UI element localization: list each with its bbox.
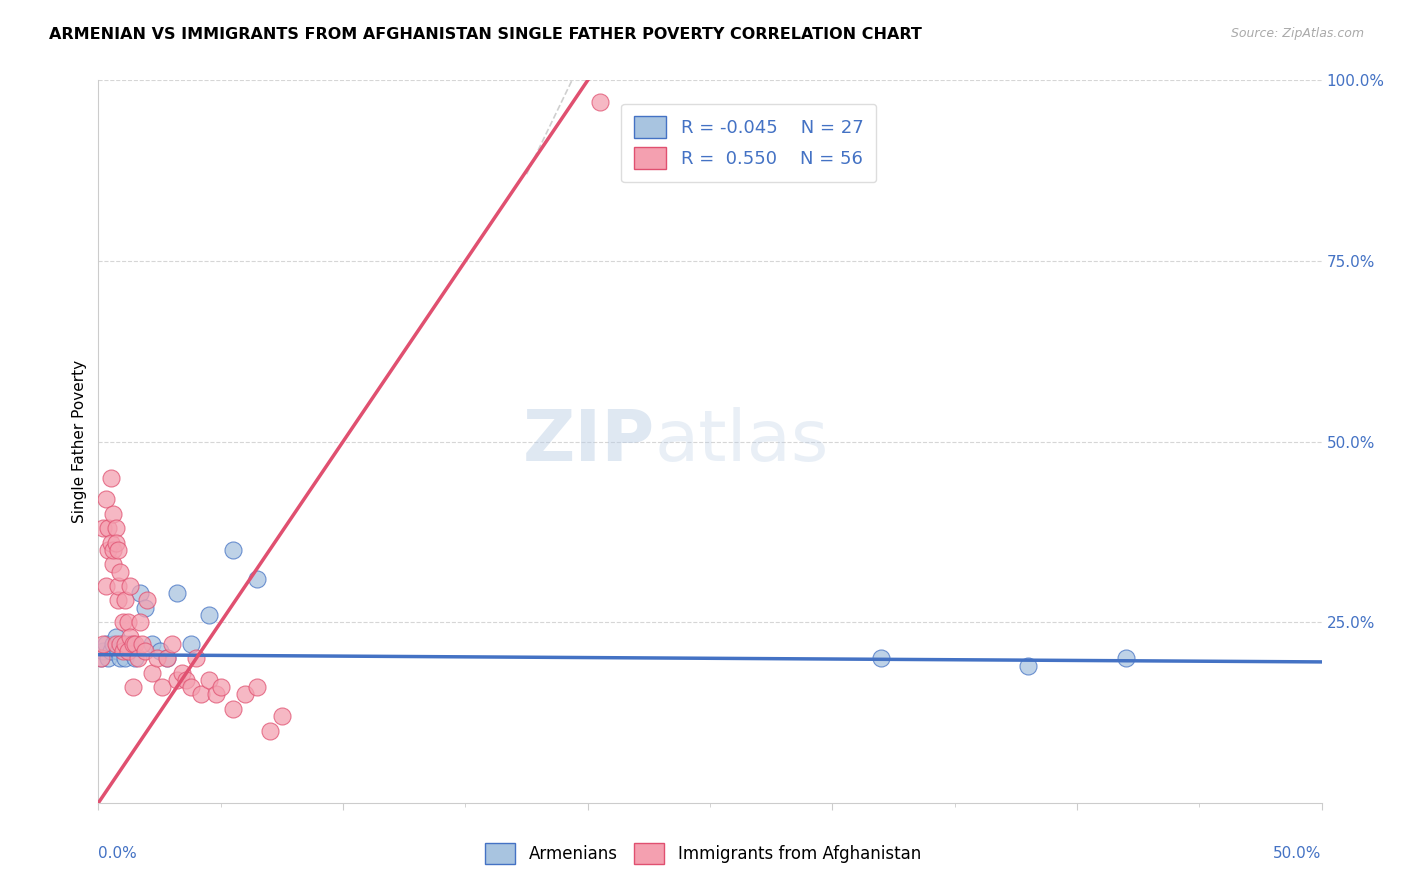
Text: 0.0%: 0.0% [98, 847, 138, 861]
Point [104, 630, 127, 644]
Point [111, 644, 134, 658]
Point [180, 680, 202, 694]
Point [107, 579, 129, 593]
Point [270, 709, 294, 723]
Point [134, 644, 156, 658]
Point [150, 680, 173, 694]
Point [111, 637, 134, 651]
Point [104, 535, 127, 549]
Point [97, 521, 120, 535]
Point [110, 637, 132, 651]
Point [141, 637, 163, 651]
Point [156, 651, 179, 665]
Point [166, 586, 188, 600]
Point [91, 637, 114, 651]
Point [111, 615, 134, 630]
Point [233, 687, 256, 701]
Point [1017, 658, 1039, 673]
Point [104, 521, 127, 535]
Point [120, 637, 142, 651]
Point [197, 607, 219, 622]
Point [1115, 651, 1137, 665]
Point [124, 637, 146, 651]
Text: atlas: atlas [655, 407, 830, 476]
Point [127, 651, 149, 665]
Point [114, 637, 136, 651]
Point [101, 507, 124, 521]
Point [101, 542, 124, 557]
Point [134, 600, 156, 615]
Point [101, 558, 124, 572]
Point [117, 644, 139, 658]
Point [110, 565, 132, 579]
Point [170, 665, 193, 680]
Point [129, 586, 152, 600]
Point [90, 651, 112, 665]
Point [100, 535, 122, 549]
Point [186, 651, 208, 665]
Point [107, 644, 129, 658]
Text: ARMENIAN VS IMMIGRANTS FROM AFGHANISTAN SINGLE FATHER POVERTY CORRELATION CHART: ARMENIAN VS IMMIGRANTS FROM AFGHANISTAN … [49, 27, 922, 42]
Point [141, 665, 163, 680]
Point [146, 651, 169, 665]
Point [90, 651, 112, 665]
Text: 50.0%: 50.0% [1274, 847, 1322, 861]
Point [197, 673, 219, 687]
Point [104, 637, 127, 651]
Point [100, 470, 122, 484]
Point [246, 680, 269, 694]
Point [94, 637, 117, 651]
Point [100, 644, 122, 658]
Text: ZIP: ZIP [523, 407, 655, 476]
Point [97, 651, 120, 665]
Point [589, 95, 612, 109]
Point [91, 644, 114, 658]
Point [209, 680, 232, 694]
Point [107, 593, 129, 607]
Legend: Armenians, Immigrants from Afghanistan: Armenians, Immigrants from Afghanistan [478, 837, 928, 871]
Point [94, 492, 117, 507]
Point [160, 637, 183, 651]
Point [124, 651, 146, 665]
Point [129, 615, 152, 630]
Point [110, 651, 132, 665]
Point [131, 637, 153, 651]
Point [117, 615, 139, 630]
Text: Source: ZipAtlas.com: Source: ZipAtlas.com [1230, 27, 1364, 40]
Point [149, 644, 172, 658]
Point [870, 651, 893, 665]
Point [246, 572, 269, 586]
Point [259, 723, 281, 738]
Point [114, 593, 136, 607]
Point [114, 651, 136, 665]
Point [101, 637, 124, 651]
Point [156, 651, 179, 665]
Point [205, 687, 228, 701]
Legend: R = -0.045    N = 27, R =  0.550    N = 56: R = -0.045 N = 27, R = 0.550 N = 56 [621, 103, 876, 182]
Point [222, 702, 245, 716]
Point [97, 542, 120, 557]
Point [190, 687, 212, 701]
Point [121, 680, 143, 694]
Point [117, 644, 139, 658]
Point [121, 637, 143, 651]
Point [166, 673, 188, 687]
Point [91, 521, 114, 535]
Point [222, 542, 245, 557]
Point [136, 593, 159, 607]
Point [94, 579, 117, 593]
Y-axis label: Single Father Poverty: Single Father Poverty [72, 360, 87, 523]
Point [107, 542, 129, 557]
Point [180, 637, 202, 651]
Point [120, 630, 142, 644]
Point [120, 579, 142, 593]
Point [176, 673, 198, 687]
